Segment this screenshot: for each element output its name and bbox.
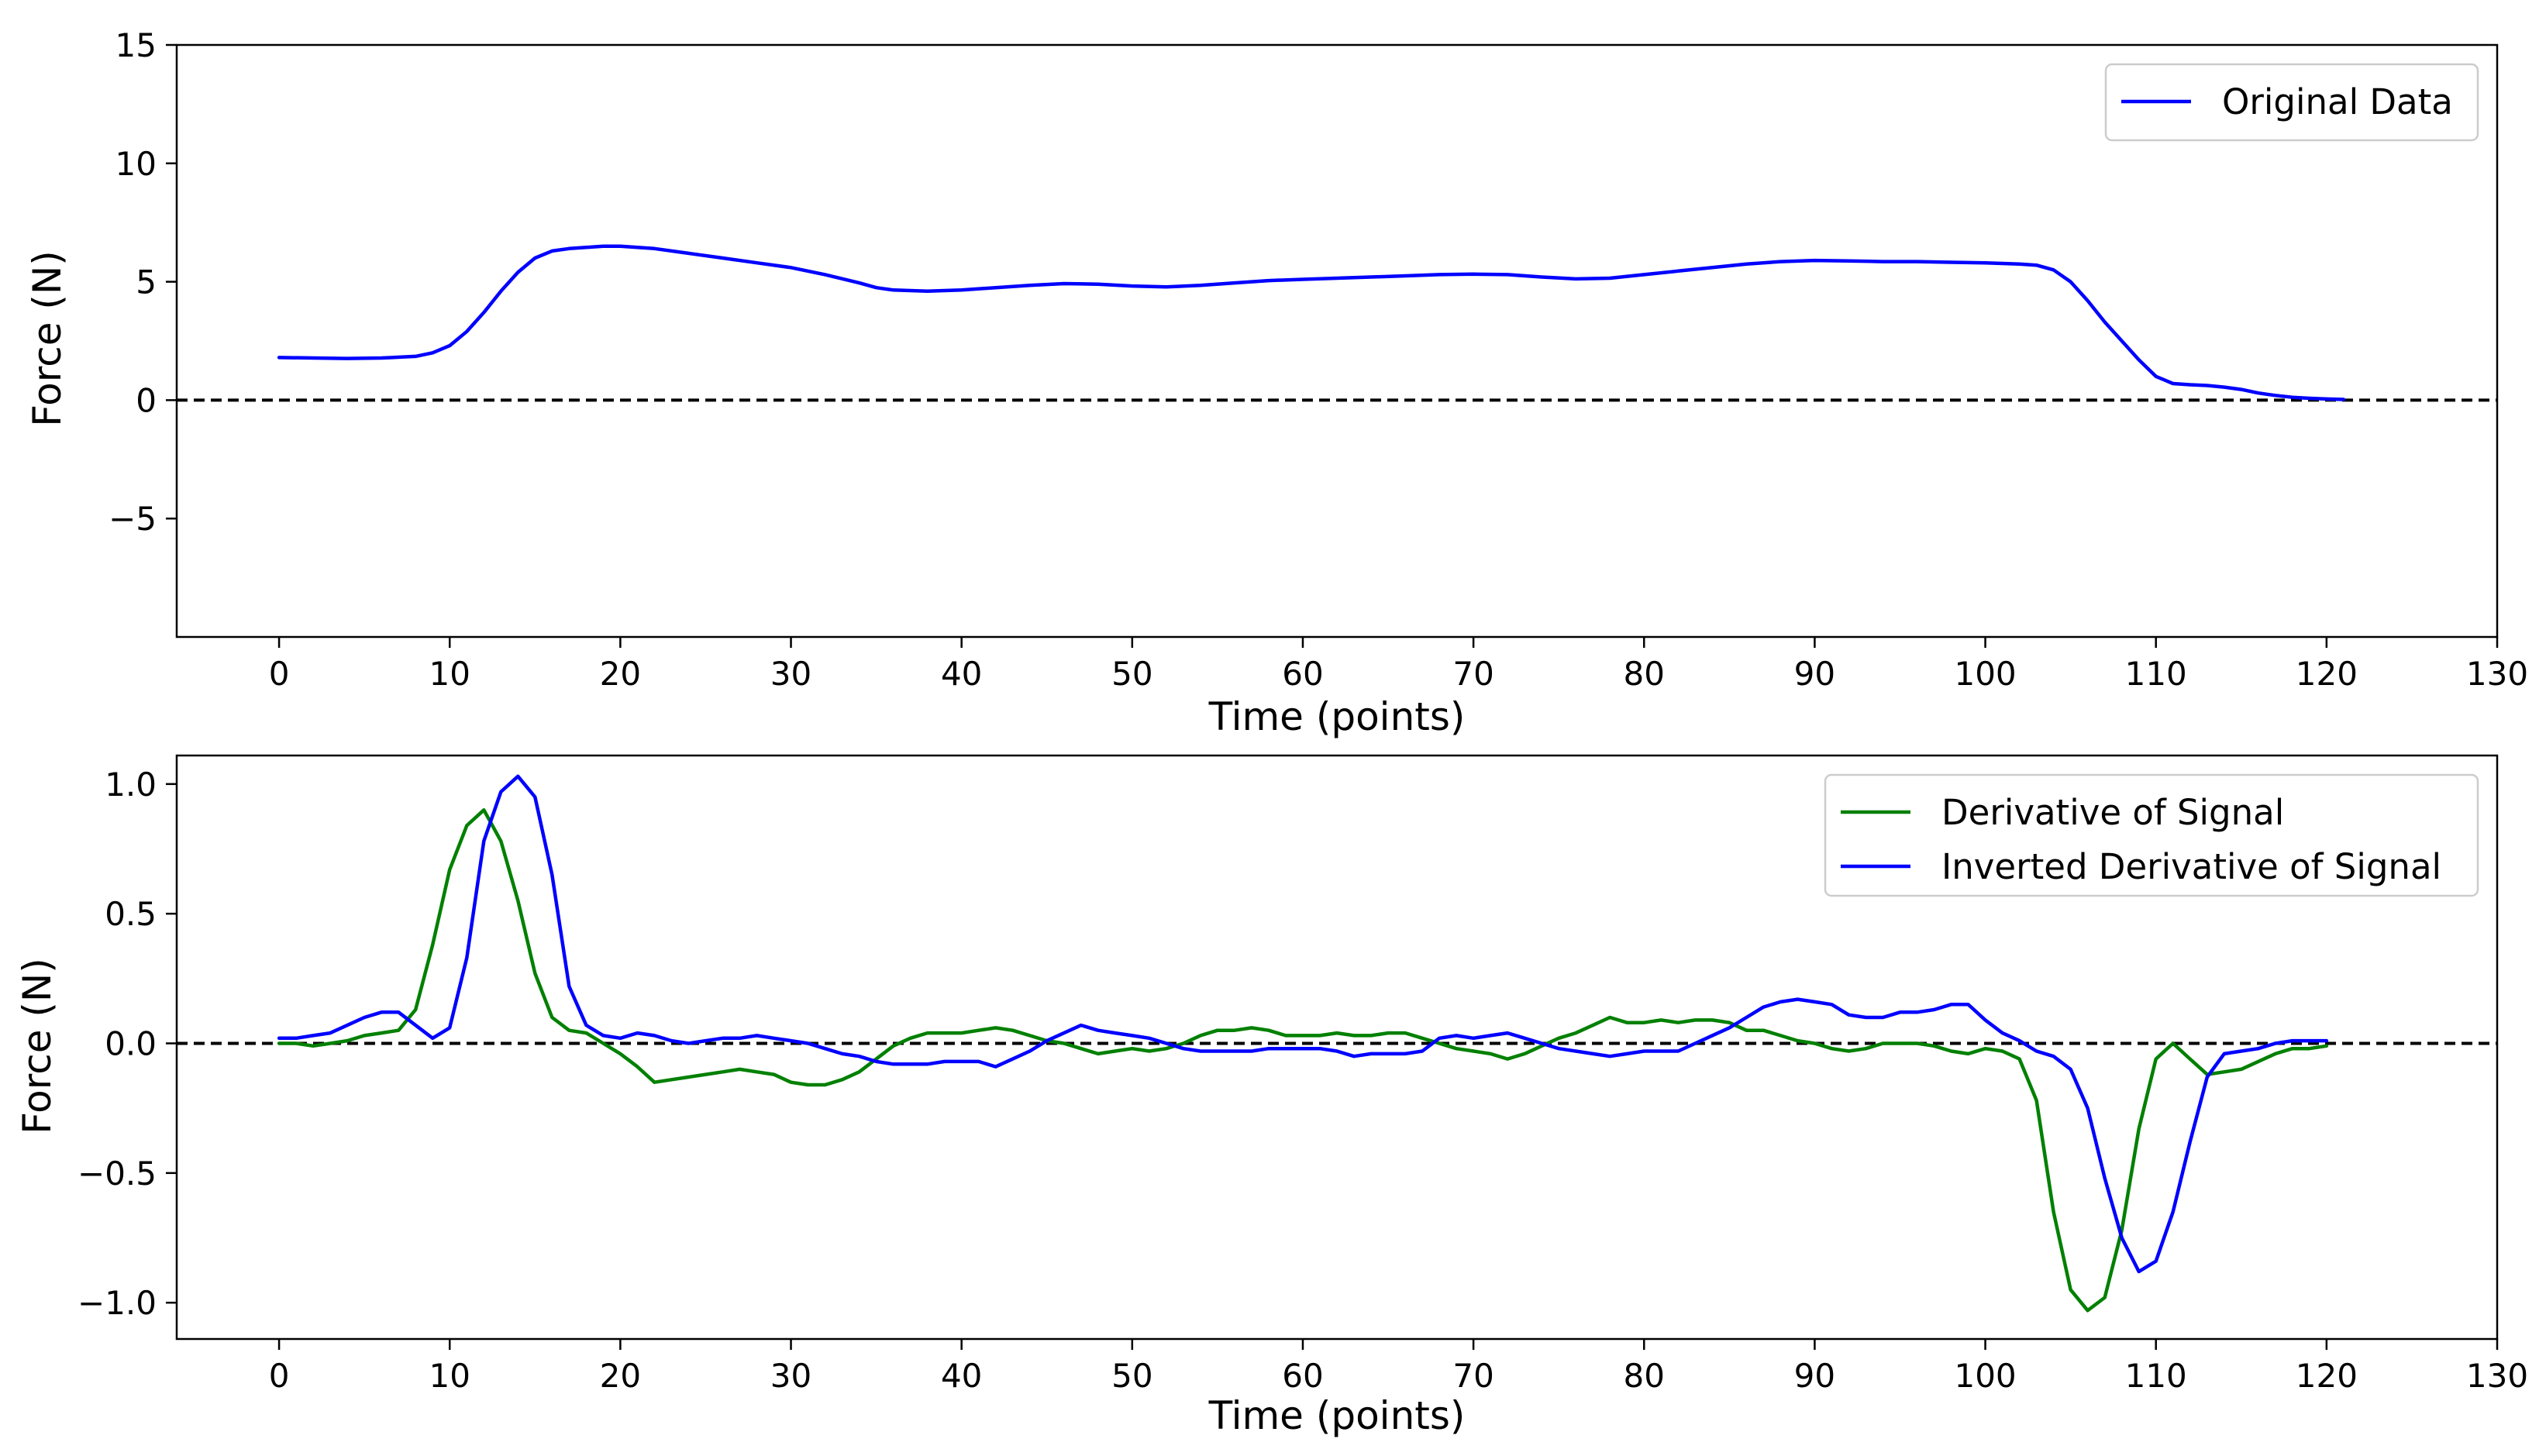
bottom-x-tick-label: 90 [1794, 1357, 1835, 1395]
top-x-tick-label: 0 [269, 655, 290, 693]
top-x-tick-label: 50 [1111, 655, 1152, 693]
bottom-x-tick-label: 50 [1111, 1357, 1152, 1395]
bottom-x-tick-label: 130 [2466, 1357, 2528, 1395]
top-x-axis-label: Time (points) [1208, 694, 1466, 739]
top-y-tick-label: −5 [109, 500, 157, 538]
bottom-y-tick-label: 0.5 [105, 895, 157, 933]
bottom-y-tick-label: −1.0 [78, 1284, 157, 1322]
bottom-y-axis-label: Force (N) [15, 958, 60, 1134]
bottom-axes-frame [175, 754, 2499, 1341]
top-x-tick-label: 10 [429, 655, 470, 693]
top-x-tick-label: 90 [1794, 655, 1835, 693]
bottom-panel: 0 10 20 30 40 50 60 70 80 90 100 110 120 130 −1.0 −0.5 0… [15, 754, 2528, 1438]
top-series-line-original-data [277, 244, 2346, 401]
bottom-legend: Derivative of Signal Inverted Derivative … [1824, 773, 2479, 897]
top-y-tick-label: 5 [136, 263, 157, 301]
bottom-x-tick-label: 110 [2125, 1357, 2187, 1395]
top-legend-box [2104, 63, 2479, 142]
bottom-x-tick-label: 120 [2296, 1357, 2358, 1395]
bottom-y-tick-label: 0.0 [105, 1024, 157, 1062]
top-y-tick-label: 15 [115, 26, 157, 64]
top-x-tick-label: 100 [1954, 655, 2016, 693]
bottom-series-line-derivative-of-signal [277, 808, 2329, 1313]
bottom-series-line-inverted-derivative-of-signal [277, 774, 2329, 1274]
top-x-tick-label: 120 [2296, 655, 2358, 693]
bottom-x-tick-label: 100 [1954, 1357, 2016, 1395]
bottom-axes: 0 10 20 30 40 50 60 70 80 90 100 110 120 130 −1.0 −0.5 0… [78, 754, 2528, 1395]
bottom-x-tick-label: 20 [600, 1357, 641, 1395]
bottom-x-tick-label: 10 [429, 1357, 470, 1395]
top-x-tick-label: 80 [1624, 655, 1665, 693]
bottom-x-tick-label: 0 [269, 1357, 290, 1395]
bottom-x-tick-label: 30 [770, 1357, 811, 1395]
top-x-tick-label: 70 [1452, 655, 1493, 693]
top-x-tick-label: 130 [2466, 655, 2528, 693]
top-y-axis-label: Force (N) [25, 250, 70, 427]
top-y-tick-label: 10 [115, 145, 157, 183]
top-x-tick-label: 40 [941, 655, 982, 693]
bottom-x-axis-label: Time (points) [1208, 1393, 1466, 1438]
bottom-legend-label: Inverted Derivative of Signal [1941, 846, 2441, 887]
top-axes: 0 10 20 30 40 50 60 70 80 90 100 110 120 130 −5 0 5 10 15 [109, 26, 2528, 693]
bottom-x-tick-label: 60 [1282, 1357, 1323, 1395]
bottom-x-tick-label: 80 [1624, 1357, 1665, 1395]
top-plot-area [177, 244, 2497, 402]
bottom-plot-area [177, 774, 2497, 1313]
bottom-y-tick-label: 1.0 [105, 766, 157, 804]
top-x-tick-label: 30 [770, 655, 811, 693]
bottom-y-tick-label: −0.5 [78, 1155, 157, 1193]
bottom-x-tick-label: 70 [1452, 1357, 1493, 1395]
bottom-legend-label: Derivative of Signal [1941, 792, 2284, 833]
bottom-legend-box [1824, 773, 2479, 897]
bottom-x-tick-label: 40 [941, 1357, 982, 1395]
top-axes-frame [175, 43, 2499, 639]
top-x-tick-label: 20 [600, 655, 641, 693]
top-panel: 0 10 20 30 40 50 60 70 80 90 100 110 120 130−5051015 … [25, 26, 2528, 739]
top-legend-label: Original Data [2222, 81, 2453, 122]
top-x-tick-label: 110 [2125, 655, 2187, 693]
top-legend: Original Data [2104, 63, 2479, 142]
top-y-tick-label: 0 [136, 381, 157, 419]
top-x-tick-label: 60 [1282, 655, 1323, 693]
